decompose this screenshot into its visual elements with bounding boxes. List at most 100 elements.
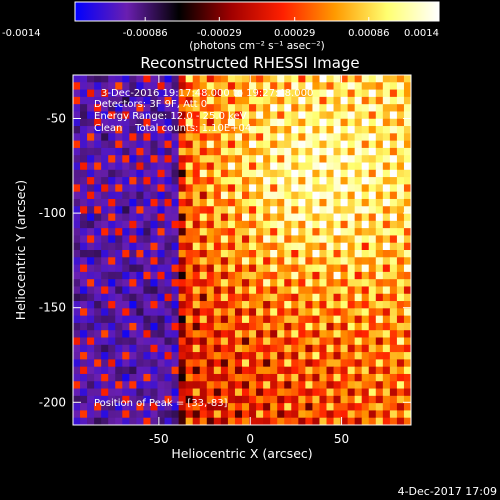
heatmap-cell xyxy=(403,75,411,83)
heatmap-cell xyxy=(256,286,264,295)
heatmap-cell xyxy=(129,286,137,295)
heatmap-cell xyxy=(101,250,109,258)
heatmap-cell xyxy=(284,169,292,178)
heatmap-cell xyxy=(185,89,194,98)
heatmap-cell xyxy=(375,359,384,368)
heatmap-cell xyxy=(234,198,243,207)
heatmap-cell xyxy=(192,242,201,251)
heatmap-cell xyxy=(333,337,341,346)
heatmap-cell xyxy=(178,155,187,163)
heatmap-cell xyxy=(291,191,299,200)
heatmap-cell xyxy=(122,206,130,214)
heatmap-cell xyxy=(164,140,172,149)
heatmap-cell xyxy=(164,104,172,112)
heatmap-cell xyxy=(192,220,201,229)
heatmap-cell xyxy=(249,330,257,338)
heatmap-cell xyxy=(333,140,341,149)
heatmap-cell xyxy=(94,381,102,389)
heatmap-cell xyxy=(213,82,222,90)
heatmap-cell xyxy=(340,352,349,360)
heatmap-cell xyxy=(115,177,123,185)
heatmap-cell xyxy=(284,344,292,353)
heatmap-cell xyxy=(368,206,377,214)
heatmap-cell xyxy=(213,410,222,419)
heatmap-cell xyxy=(354,279,363,287)
heatmap-cell xyxy=(220,410,229,419)
heatmap-cell xyxy=(291,96,299,105)
heatmap-cell xyxy=(234,257,243,265)
heatmap-cell xyxy=(333,322,341,331)
heatmap-cell xyxy=(108,366,116,375)
heatmap-cell xyxy=(185,388,194,397)
heatmap-cell xyxy=(122,191,130,200)
heatmap-cell xyxy=(178,242,187,251)
heatmap-cell xyxy=(403,366,411,375)
heatmap-cell xyxy=(178,133,187,142)
heatmap-cell xyxy=(73,82,81,90)
heatmap-cell xyxy=(375,264,384,273)
heatmap-cell xyxy=(227,96,236,105)
heatmap-cell xyxy=(263,359,271,368)
heatmap-cell xyxy=(326,330,334,338)
heatmap-cell xyxy=(389,373,398,382)
heatmap-cell xyxy=(108,75,116,83)
heatmap-cell xyxy=(305,337,313,346)
heatmap-cell xyxy=(199,366,208,375)
heatmap-cell xyxy=(87,140,95,149)
heatmap-cell xyxy=(73,366,81,375)
heatmap-cell xyxy=(270,111,278,120)
heatmap-cell xyxy=(368,264,377,273)
heatmap-cell xyxy=(129,271,137,280)
heatmap-cell xyxy=(199,395,208,404)
heatmap-cell xyxy=(284,366,292,375)
heatmap-cell xyxy=(375,293,384,302)
heatmap-cell xyxy=(192,322,201,331)
heatmap-cell xyxy=(87,381,95,389)
heatmap-cell xyxy=(227,388,236,397)
heatmap-cell xyxy=(115,184,123,193)
heatmap-cell xyxy=(101,410,109,419)
heatmap-cell xyxy=(150,344,158,353)
heatmap-cell xyxy=(284,126,292,134)
heatmap-cell xyxy=(80,75,88,83)
heatmap-cell xyxy=(80,301,88,309)
heatmap-cell xyxy=(122,359,130,368)
heatmap-cell xyxy=(249,184,257,193)
heatmap-cell xyxy=(213,104,222,112)
heatmap-cell xyxy=(326,257,334,265)
heatmap-cell xyxy=(115,344,123,353)
heatmap-cell xyxy=(382,162,391,171)
heatmap-cell xyxy=(150,111,158,120)
heatmap-cell xyxy=(87,257,95,265)
heatmap-cell xyxy=(263,308,271,317)
heatmap-cell xyxy=(164,395,172,404)
heatmap-cell xyxy=(171,366,180,375)
heatmap-cell xyxy=(213,126,222,134)
heatmap-cell xyxy=(312,177,320,185)
heatmap-cell xyxy=(185,373,194,382)
heatmap-cell xyxy=(220,388,229,397)
heatmap-cell xyxy=(382,96,391,105)
heatmap-cell xyxy=(277,133,285,142)
heatmap-cell xyxy=(263,118,271,127)
heatmap-cell xyxy=(227,322,236,331)
heatmap-cell xyxy=(256,366,264,375)
heatmap-cell xyxy=(361,293,370,302)
heatmap-cell xyxy=(305,271,313,280)
heatmap-cell xyxy=(256,337,264,346)
heatmap-cell xyxy=(171,82,180,90)
heatmap-cell xyxy=(192,82,201,90)
heatmap-cell xyxy=(382,111,391,120)
heatmap-cell xyxy=(312,264,320,273)
heatmap-cell xyxy=(242,177,250,185)
heatmap-cell xyxy=(277,381,285,389)
heatmap-cell xyxy=(199,330,208,338)
heatmap-cell xyxy=(87,403,95,411)
heatmap-cell xyxy=(277,184,285,193)
heatmap-cell xyxy=(333,118,341,127)
heatmap-cell xyxy=(396,184,405,193)
heatmap-cell xyxy=(199,337,208,346)
heatmap-cell xyxy=(115,155,123,163)
heatmap-cell xyxy=(94,395,102,404)
heatmap-cell xyxy=(150,147,158,156)
